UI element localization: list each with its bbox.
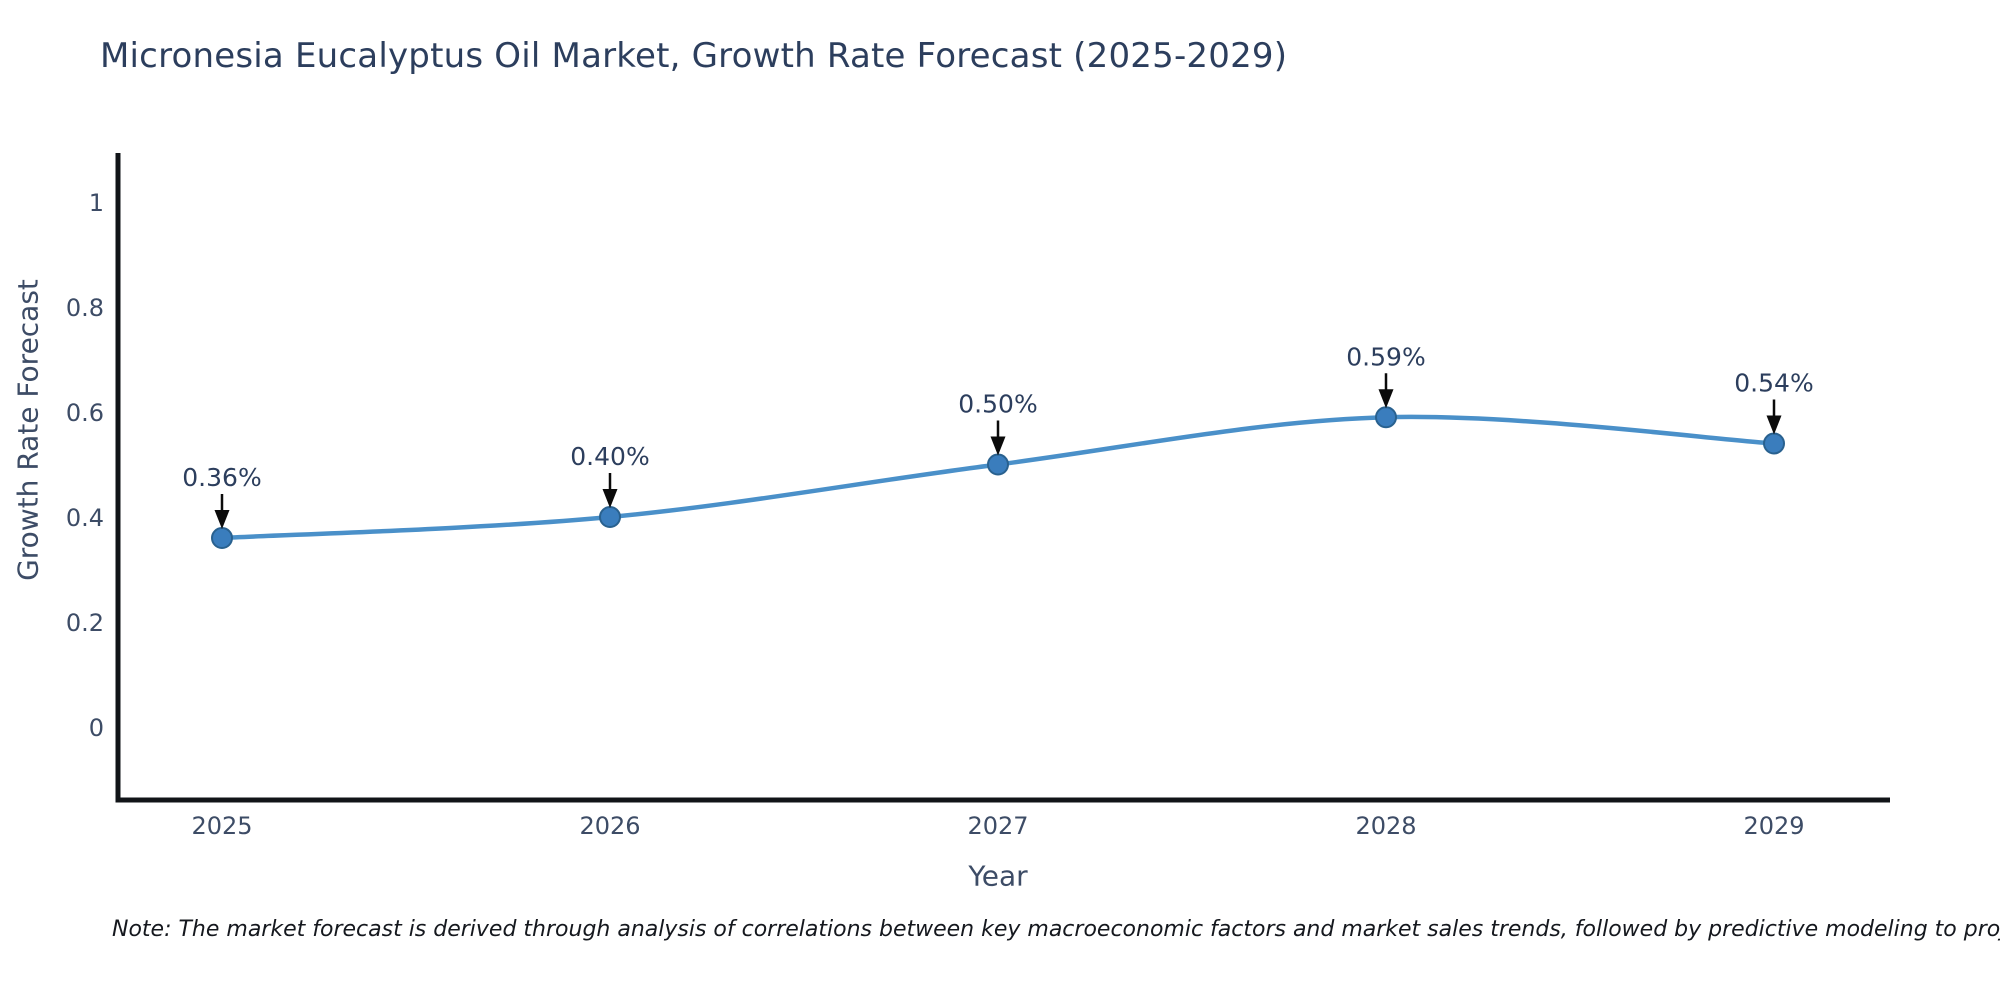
chart-title: Micronesia Eucalyptus Oil Market, Growth…	[100, 36, 1288, 76]
x-tick-label: 2025	[191, 812, 252, 840]
y-tick-label: 0.6	[66, 399, 104, 427]
data-point-marker[interactable]	[211, 527, 233, 549]
point-annotation-label: 0.50%	[958, 390, 1037, 419]
data-point-marker[interactable]	[987, 453, 1009, 476]
annotation-arrow-head	[214, 510, 230, 529]
annotation-arrow-head	[1766, 415, 1782, 435]
point-annotation-label: 0.54%	[1734, 369, 1813, 398]
y-tick-label: 0.4	[66, 504, 104, 532]
annotation-arrow-head	[1378, 389, 1394, 409]
footnote: Note: The market forecast is derived thr…	[112, 917, 2000, 942]
x-tick-label: 2029	[1743, 812, 1804, 840]
data-point-marker[interactable]	[1375, 406, 1397, 429]
x-tick-label: 2026	[579, 812, 640, 840]
point-annotation-label: 0.36%	[182, 463, 261, 492]
y-tick-label: 0.2	[66, 609, 104, 637]
y-axis-title: Growth Rate Forecast	[11, 279, 45, 581]
y-tick-label: 0.8	[66, 294, 104, 322]
annotation-arrow-head	[602, 489, 618, 508]
annotation-arrow-head	[990, 436, 1006, 456]
y-tick-label: 1	[89, 189, 104, 217]
data-point-marker[interactable]	[599, 506, 621, 528]
y-tick-label: 0	[89, 714, 104, 742]
x-tick-label: 2028	[1355, 812, 1416, 840]
point-annotation-label: 0.40%	[570, 442, 649, 471]
x-tick-label: 2027	[967, 812, 1028, 840]
point-annotation-label: 0.59%	[1346, 342, 1425, 371]
data-point-marker[interactable]	[1763, 432, 1785, 455]
x-axis-title: Year	[968, 859, 1028, 893]
